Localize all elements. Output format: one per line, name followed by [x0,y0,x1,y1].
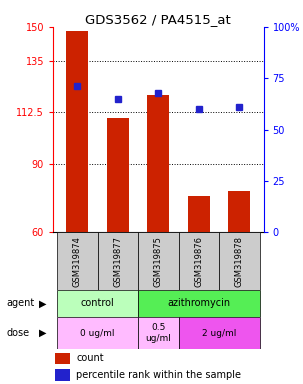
Text: GSM319874: GSM319874 [73,236,82,286]
Text: 0.5
ug/ml: 0.5 ug/ml [145,323,171,343]
Text: count: count [76,353,104,363]
Text: control: control [81,298,115,308]
Bar [55,369,70,381]
Bar [107,118,129,232]
Bar [138,290,260,317]
Text: 0 ug/ml: 0 ug/ml [80,329,115,338]
Bar [66,31,88,232]
Bar [57,317,138,349]
Bar [188,196,210,232]
Text: percentile rank within the sample: percentile rank within the sample [76,370,241,380]
Bar [178,232,219,290]
Text: GSM319877: GSM319877 [113,236,122,286]
Bar [178,317,260,349]
Bar [138,232,178,290]
Text: 2 ug/ml: 2 ug/ml [202,329,236,338]
Bar [57,290,138,317]
Text: GSM319878: GSM319878 [235,236,244,286]
Text: dose: dose [6,328,29,338]
Bar [98,232,138,290]
Text: azithromycin: azithromycin [167,298,230,308]
Title: GDS3562 / PA4515_at: GDS3562 / PA4515_at [85,13,231,26]
Text: GSM319875: GSM319875 [154,236,163,286]
Text: ▶: ▶ [39,328,47,338]
Bar [55,353,70,364]
Text: ▶: ▶ [39,298,47,308]
Bar [219,232,260,290]
Bar [147,95,169,232]
Bar [228,191,251,232]
Text: GSM319876: GSM319876 [194,236,203,286]
Bar [57,232,98,290]
Bar [138,317,178,349]
Text: agent: agent [6,298,34,308]
